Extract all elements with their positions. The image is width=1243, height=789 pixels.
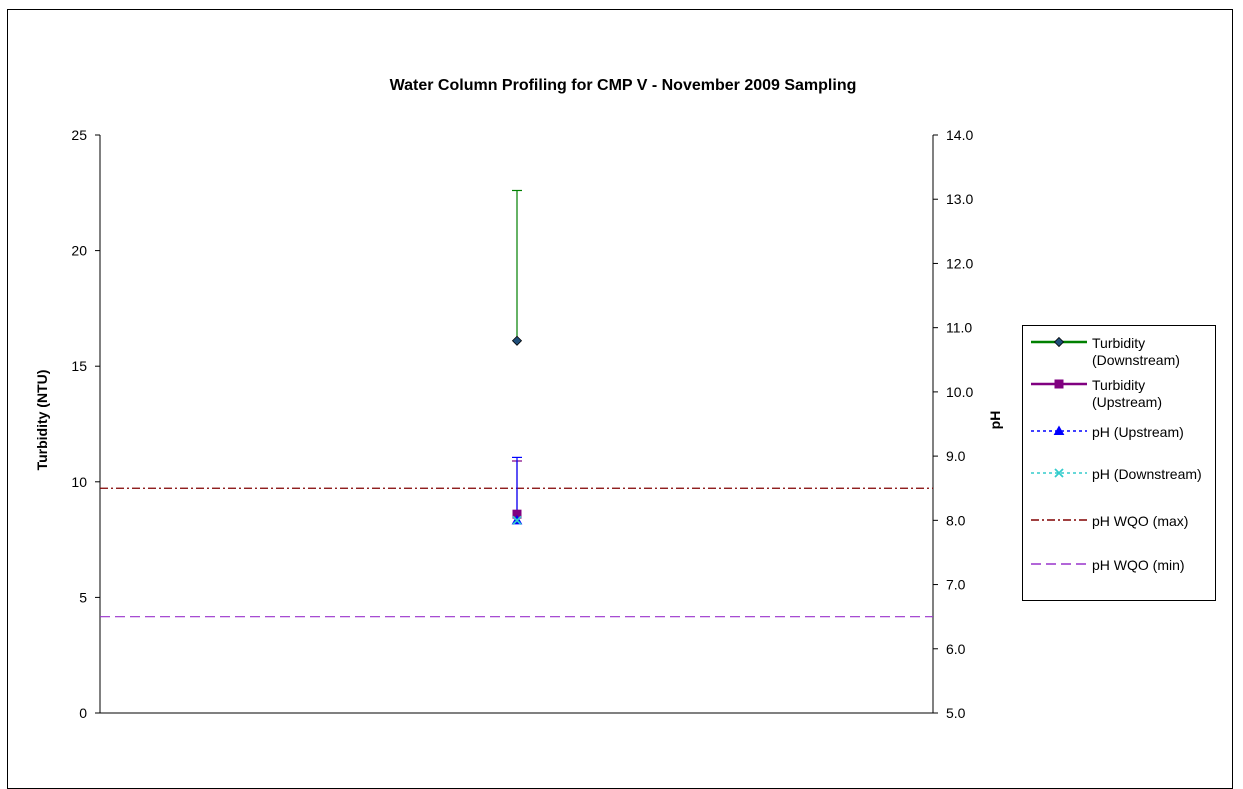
y-axis-label: Turbidity (NTU)	[34, 370, 50, 471]
legend-ph-downstream-label: pH (Downstream)	[1092, 466, 1202, 482]
y2-tick-label: 9.0	[946, 448, 966, 464]
legend-turbidity-downstream-symbol	[1031, 336, 1087, 348]
y2-axis-label: pH	[987, 411, 1003, 430]
y2-tick-label: 7.0	[946, 577, 966, 593]
legend-ph-upstream-marker	[1053, 425, 1065, 435]
y2-tick-label: 11.0	[946, 320, 972, 336]
legend-turbidity-upstream-label: Turbidity (Upstream)	[1092, 377, 1163, 410]
legend-ph-downstream-symbol	[1031, 468, 1087, 478]
y2-tick-label: 5.0	[946, 705, 966, 721]
y2-tick-label: 6.0	[946, 641, 966, 657]
legend-ph-wqo-min: pH WQO (min)	[1031, 555, 1215, 595]
legend-turbidity-upstream-marker	[1054, 379, 1064, 389]
legend-ph-upstream: pH (Upstream)	[1031, 422, 1215, 462]
y2-tick-label: 13.0	[946, 191, 973, 207]
y-tick-label: 15	[71, 358, 87, 374]
y-tick-label: 5	[79, 589, 87, 605]
chart-title: Water Column Profiling for CMP V - Novem…	[390, 77, 857, 94]
y2-tick-label: 8.0	[946, 512, 966, 528]
legend-ph-wqo-max-symbol	[1031, 519, 1087, 521]
chart-legend: Turbidity (Downstream) Turbidity (Upstrea…	[1022, 325, 1216, 601]
y-tick-label: 0	[79, 705, 87, 721]
legend-turbidity-upstream-symbol	[1031, 379, 1087, 389]
ph-downstream-point	[512, 515, 522, 525]
legend-ph-downstream: pH (Downstream)	[1031, 464, 1215, 504]
y-tick-label: 10	[71, 474, 87, 490]
y-tick-label: 25	[71, 127, 87, 143]
legend-turbidity-downstream: Turbidity (Downstream)	[1031, 333, 1215, 373]
legend-turbidity-downstream-label: Turbidity (Downstream)	[1092, 335, 1180, 368]
legend-ph-wqo-min-symbol	[1031, 563, 1087, 565]
legend-ph-wqo-max: pH WQO (max)	[1031, 511, 1215, 551]
y2-tick-label: 14.0	[946, 127, 973, 143]
legend-turbidity-upstream: Turbidity (Upstream)	[1031, 375, 1215, 415]
legend-turbidity-downstream-marker	[1053, 336, 1065, 348]
legend-ph-upstream-label: pH (Upstream)	[1092, 424, 1184, 440]
turbidity-downstream-point	[511, 335, 523, 346]
legend-ph-downstream-marker	[1054, 468, 1064, 478]
legend-ph-upstream-symbol	[1031, 425, 1087, 435]
legend-ph-wqo-max-label: pH WQO (max)	[1092, 513, 1189, 529]
y2-tick-label: 12.0	[946, 255, 973, 271]
y-tick-label: 20	[71, 243, 87, 259]
legend-ph-wqo-min-label: pH WQO (min)	[1092, 557, 1185, 573]
y2-tick-label: 10.0	[946, 384, 973, 400]
